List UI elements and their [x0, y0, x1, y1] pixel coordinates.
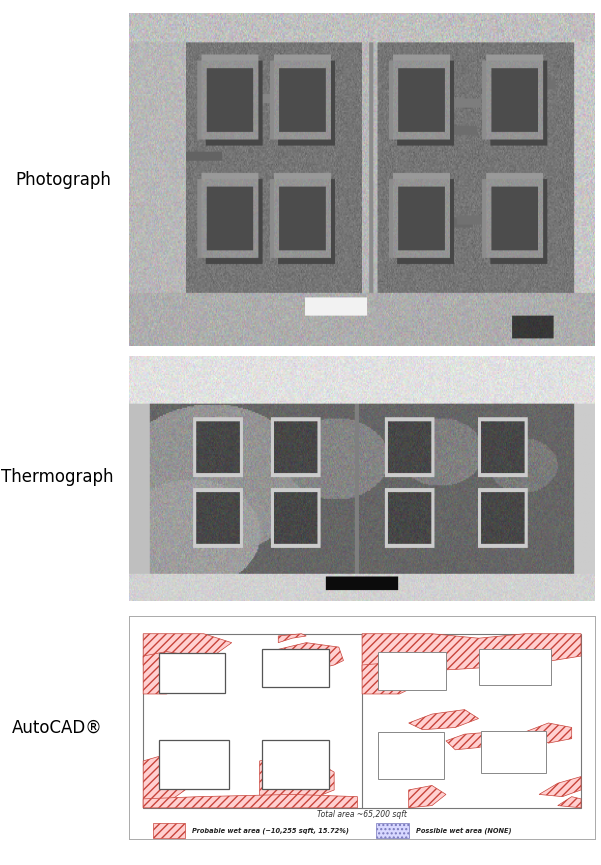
Polygon shape [362, 634, 581, 671]
Text: Probable wet area (~10,255 sqft, 15.72%): Probable wet area (~10,255 sqft, 15.72%) [192, 827, 349, 834]
Text: Total area ~65,200 sqft: Total area ~65,200 sqft [317, 810, 407, 819]
Polygon shape [143, 634, 232, 667]
Polygon shape [143, 651, 204, 694]
Text: Possible wet area (NONE): Possible wet area (NONE) [416, 827, 511, 834]
Polygon shape [362, 663, 423, 694]
Polygon shape [525, 723, 572, 743]
Bar [159, 740, 230, 789]
Polygon shape [558, 797, 581, 808]
Polygon shape [143, 794, 358, 808]
Polygon shape [409, 709, 478, 730]
Bar [262, 740, 329, 789]
Polygon shape [143, 750, 213, 808]
Polygon shape [409, 785, 446, 808]
Polygon shape [446, 732, 502, 750]
Bar [153, 823, 185, 838]
Bar [379, 651, 446, 689]
Bar [143, 634, 581, 808]
Text: Photograph: Photograph [15, 171, 111, 189]
Polygon shape [269, 643, 344, 682]
Bar [379, 732, 444, 778]
Bar [159, 653, 225, 693]
Bar [481, 731, 546, 773]
Polygon shape [539, 777, 581, 797]
Bar [376, 823, 409, 838]
Text: Thermograph: Thermograph [1, 469, 114, 486]
Bar [262, 650, 329, 688]
Polygon shape [260, 754, 334, 804]
Polygon shape [278, 634, 306, 643]
Text: AutoCAD®: AutoCAD® [12, 719, 102, 736]
Bar [478, 650, 551, 685]
